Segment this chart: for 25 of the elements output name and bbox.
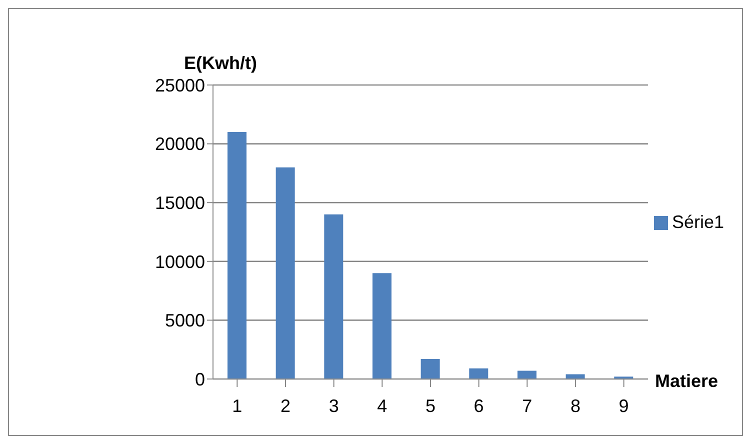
- y-tick-label: 5000: [164, 310, 205, 331]
- x-axis-title: Matiere: [655, 371, 718, 392]
- bar: [517, 370, 536, 379]
- legend-label: Série1: [672, 212, 724, 232]
- bar: [276, 167, 295, 379]
- x-tick-label: 2: [280, 396, 291, 416]
- bar: [469, 368, 488, 379]
- bar: [420, 359, 440, 379]
- x-tick-label: 8: [570, 396, 580, 416]
- x-tick-label: 6: [474, 396, 484, 416]
- x-tick-label: 7: [522, 396, 532, 416]
- x-tick-label: 1: [232, 396, 242, 416]
- y-tick-label: 20000: [154, 134, 205, 154]
- y-tick-label: 10000: [154, 252, 205, 272]
- y-tick-label: 15000: [154, 192, 205, 213]
- x-tick-label: 5: [425, 396, 436, 416]
- bar: [372, 273, 392, 379]
- x-tick-label: 3: [328, 396, 339, 416]
- x-tick-label: 9: [618, 396, 629, 416]
- y-tick-label: 25000: [154, 75, 205, 96]
- bar: [324, 214, 344, 379]
- y-tick-label: 0: [194, 369, 205, 390]
- y-axis-title: E(Kwh/t): [184, 53, 257, 74]
- x-tick-label: 4: [377, 396, 388, 416]
- bar: [228, 132, 246, 379]
